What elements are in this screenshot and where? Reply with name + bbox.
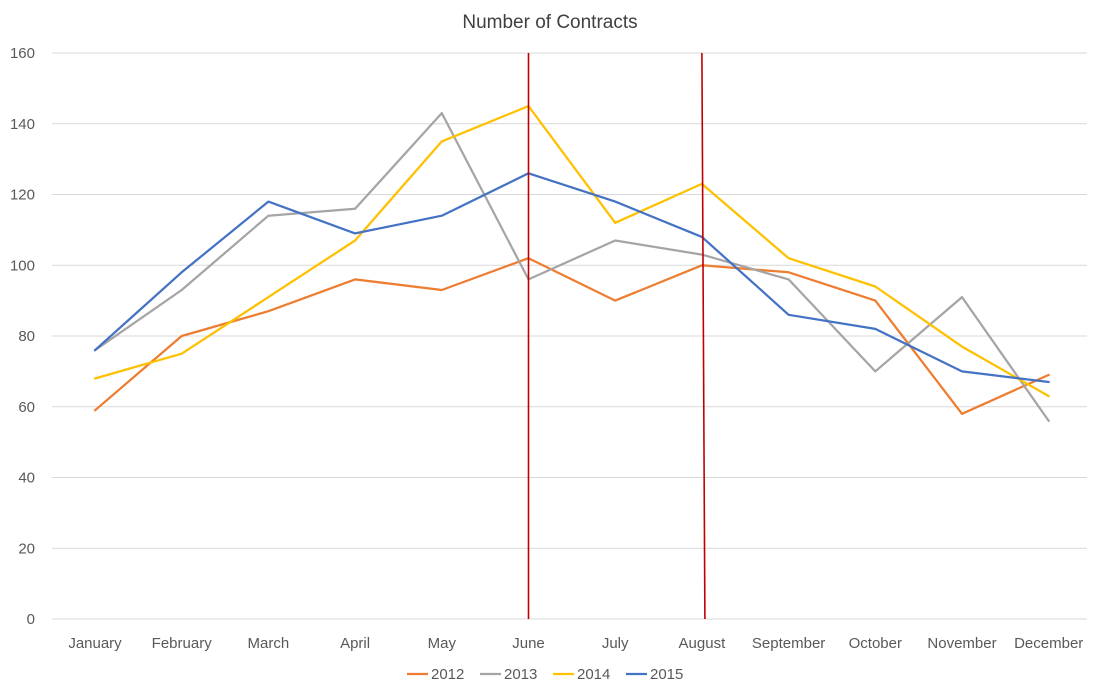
legend-label: 2012 (431, 666, 464, 683)
series-line-2014 (93, 104, 1050, 398)
x-tick-label: September (752, 635, 825, 652)
x-tick-label: July (602, 635, 629, 652)
x-tick-label: June (512, 635, 545, 652)
legend-item-2014: 2014 (553, 666, 610, 683)
chart-title: Number of Contracts (462, 12, 637, 33)
legend-item-2015: 2015 (626, 666, 683, 683)
y-tick-label: 140 (10, 116, 35, 133)
x-axis-tick-labels: January February March April May June July Augu… (68, 635, 1083, 652)
legend-item-2012: 2012 (407, 666, 464, 683)
y-tick-label: 0 (27, 611, 35, 628)
x-tick-label: November (927, 635, 996, 652)
vertical-marker-line-august (701, 52, 706, 620)
y-tick-label: 160 (10, 45, 35, 62)
y-axis-tick-labels: 0 20 40 60 80 100 120 140 160 (10, 45, 35, 628)
annotation-lines (527, 52, 706, 620)
y-tick-label: 40 (18, 470, 35, 487)
legend-label: 2014 (577, 666, 610, 683)
gridlines (52, 52, 1087, 620)
x-tick-label: January (68, 635, 122, 652)
x-tick-label: February (152, 635, 213, 652)
x-tick-label: May (428, 635, 457, 652)
x-tick-label: August (679, 635, 727, 652)
x-tick-label: March (248, 635, 290, 652)
y-tick-label: 80 (18, 328, 35, 345)
y-tick-label: 100 (10, 257, 35, 274)
y-tick-label: 120 (10, 187, 35, 204)
x-tick-label: October (849, 635, 902, 652)
x-tick-label: April (340, 635, 370, 652)
legend-item-2013: 2013 (480, 666, 537, 683)
series-line-2012 (93, 257, 1050, 415)
series-line-2015 (93, 172, 1050, 384)
legend-label: 2013 (504, 666, 537, 683)
y-tick-label: 60 (18, 399, 35, 416)
legend-label: 2015 (650, 666, 683, 683)
x-tick-label: December (1014, 635, 1083, 652)
y-tick-label: 20 (18, 540, 35, 557)
series-lines (93, 104, 1050, 423)
series-line-2013 (93, 111, 1050, 423)
legend: 2012 2013 2014 2015 (407, 666, 683, 683)
